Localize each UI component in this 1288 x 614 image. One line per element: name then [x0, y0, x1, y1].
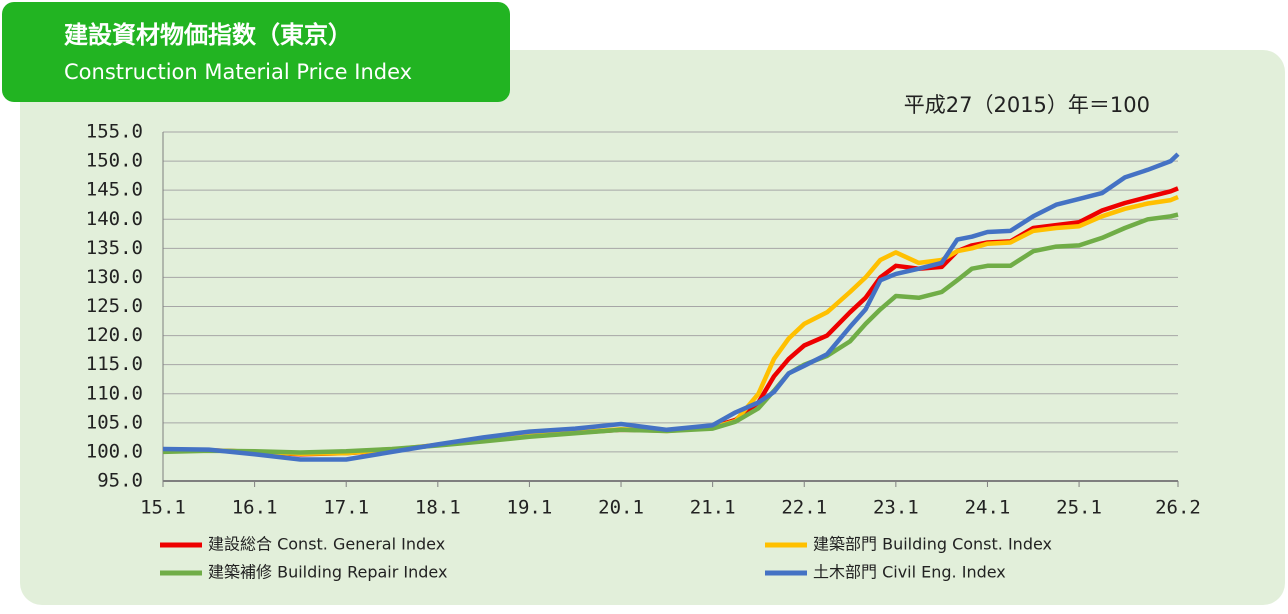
legend-label: 建築部門 Building Const. Index — [813, 535, 1052, 554]
y-tick-label: 125.0 — [86, 295, 143, 317]
legend-label: 建築補修 Building Repair Index — [208, 563, 447, 582]
y-tick-label: 100.0 — [86, 440, 143, 462]
y-tick-label: 150.0 — [86, 150, 143, 172]
x-tick-label: 25.1 — [1056, 497, 1102, 519]
x-tick-label: 21.1 — [690, 497, 736, 519]
y-tick-label: 155.0 — [86, 121, 143, 143]
panel — [20, 50, 1285, 605]
chart-title: 建設資材物価指数（東京） — [64, 21, 352, 49]
legend-label: 建設総合 Const. General Index — [208, 535, 445, 554]
x-tick-label: 16.1 — [232, 497, 278, 519]
x-tick-label: 18.1 — [415, 497, 461, 519]
x-tick-label: 19.1 — [507, 497, 553, 519]
y-tick-label: 135.0 — [86, 237, 143, 259]
x-tick-label: 26.2 — [1155, 497, 1201, 519]
x-tick-label: 24.1 — [965, 497, 1011, 519]
legend-label: 土木部門 Civil Eng. Index — [813, 563, 1006, 582]
y-tick-label: 130.0 — [86, 266, 143, 288]
x-tick-label: 23.1 — [873, 497, 919, 519]
y-tick-label: 105.0 — [86, 411, 143, 433]
y-tick-label: 145.0 — [86, 179, 143, 201]
base-note: 平成27（2015）年＝100 — [904, 93, 1150, 117]
x-tick-label: 15.1 — [140, 497, 186, 519]
x-tick-label: 22.1 — [781, 497, 827, 519]
y-tick-label: 115.0 — [86, 353, 143, 375]
y-tick-label: 95.0 — [97, 470, 143, 492]
chart-subtitle: Construction Material Price Index — [64, 60, 412, 84]
y-tick-label: 140.0 — [86, 208, 143, 230]
title-tab — [2, 2, 510, 102]
y-tick-label: 120.0 — [86, 324, 143, 346]
series-line — [162, 152, 1180, 462]
y-tick-label: 110.0 — [86, 382, 143, 404]
x-tick-label: 20.1 — [598, 497, 644, 519]
x-tick-label: 17.1 — [323, 497, 369, 519]
